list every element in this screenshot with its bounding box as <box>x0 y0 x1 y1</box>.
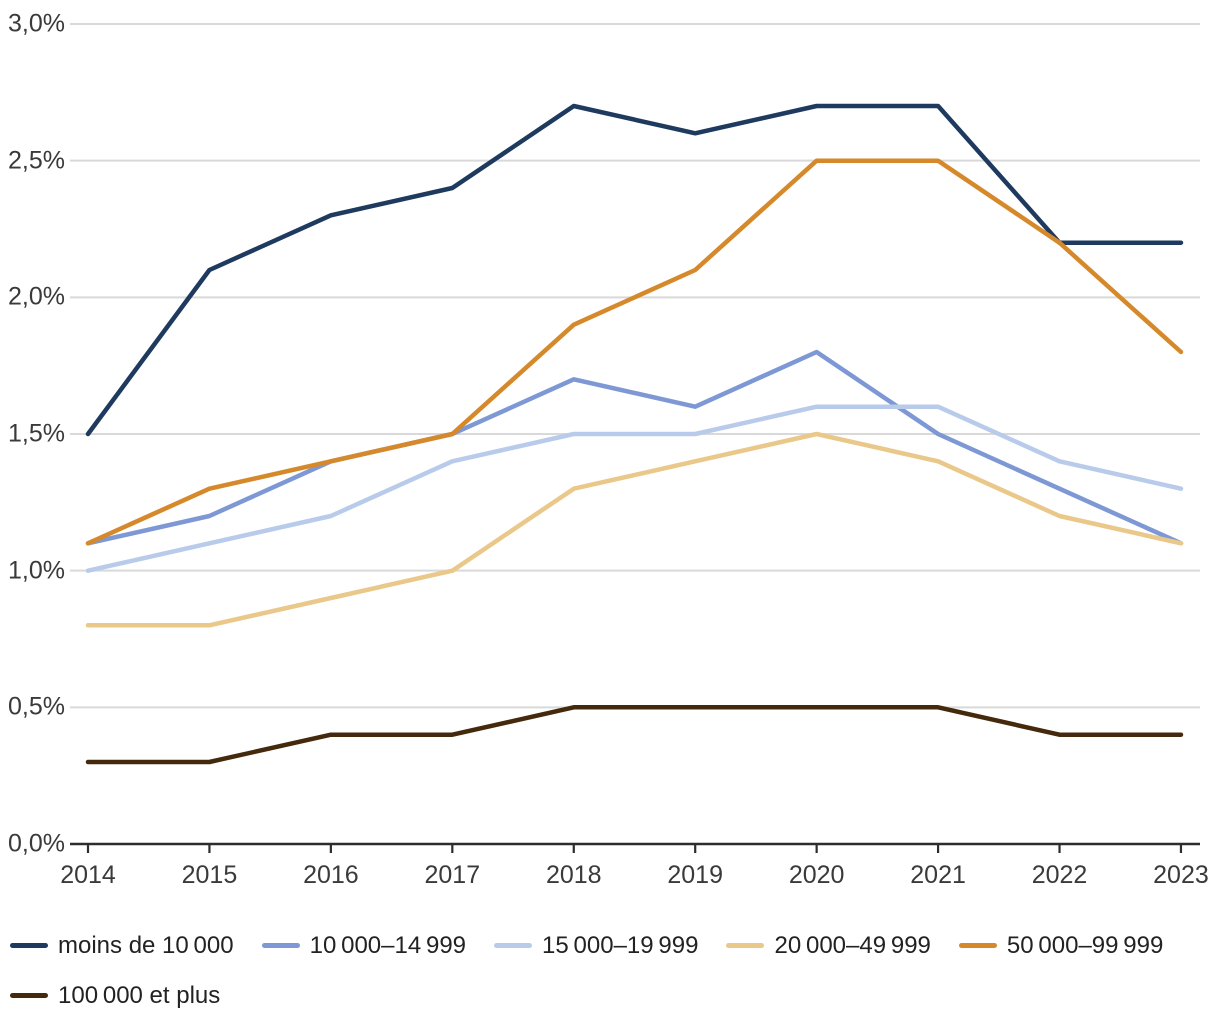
legend-item-label: 50 000–99 999 <box>1006 931 1164 959</box>
y-axis-tick-label: 3,0% <box>8 9 65 38</box>
x-axis-tick-label: 2014 <box>60 861 116 889</box>
series-line-1 <box>85 349 1184 546</box>
plot-area <box>70 23 1200 853</box>
x-axis-tick-label: 2019 <box>667 861 723 889</box>
legend-item-label: 100 000 et plus <box>58 981 221 1009</box>
legend-color-line-icon <box>494 943 533 948</box>
y-axis-tick-label: 2,0% <box>8 282 65 311</box>
series-line-0 <box>85 103 1184 437</box>
legend-item: 15 000–19 999 <box>494 930 698 961</box>
y-axis-tick-label: 0,0% <box>8 829 65 858</box>
legend-item-label: 15 000–19 999 <box>542 931 699 959</box>
y-axis-tick-label: 2,5% <box>8 146 65 175</box>
legend-color-line-icon <box>726 943 765 948</box>
legend-color-line-icon <box>261 943 300 948</box>
legend-item: 10 000–14 999 <box>261 930 467 961</box>
series-line-4 <box>85 158 1184 546</box>
x-axis-tick-label: 2023 <box>1153 861 1209 889</box>
legend-color-line-icon <box>958 943 997 948</box>
series-line-2 <box>85 404 1184 573</box>
legend-item-label: 20 000–49 999 <box>774 931 931 959</box>
x-axis-tick-label: 2018 <box>545 861 602 889</box>
legend-item-label: moins de 10 000 <box>58 931 234 959</box>
legend-item: 20 000–49 999 <box>726 930 931 961</box>
legend-item: moins de 10 000 <box>10 930 234 961</box>
legend-color-line-icon <box>10 943 48 948</box>
x-axis-tick-label: 2020 <box>788 861 845 889</box>
x-axis-tick-label: 2017 <box>424 861 481 889</box>
legend-item: 100 000 et plus <box>10 980 220 1011</box>
legend-color-line-icon <box>10 993 48 998</box>
x-axis-tick-label: 2022 <box>1031 861 1088 889</box>
y-axis-tick-label: 1,5% <box>8 419 65 448</box>
series-line-3 <box>85 431 1184 628</box>
x-axis-tick-label: 2016 <box>303 861 359 889</box>
x-axis-tick-label: 2015 <box>181 861 238 889</box>
legend-item-label: 10 000–14 999 <box>309 931 467 959</box>
x-axis-tick-label: 2021 <box>910 861 966 889</box>
y-axis-tick-label: 1,0% <box>8 556 65 585</box>
y-axis-tick-label: 0,5% <box>8 692 65 721</box>
chart-legend: moins de 10 000 10 000–14 999 15 000–19 99… <box>10 930 1210 1011</box>
legend-item: 50 000–99 999 <box>958 930 1164 961</box>
series-line-5 <box>85 705 1184 765</box>
